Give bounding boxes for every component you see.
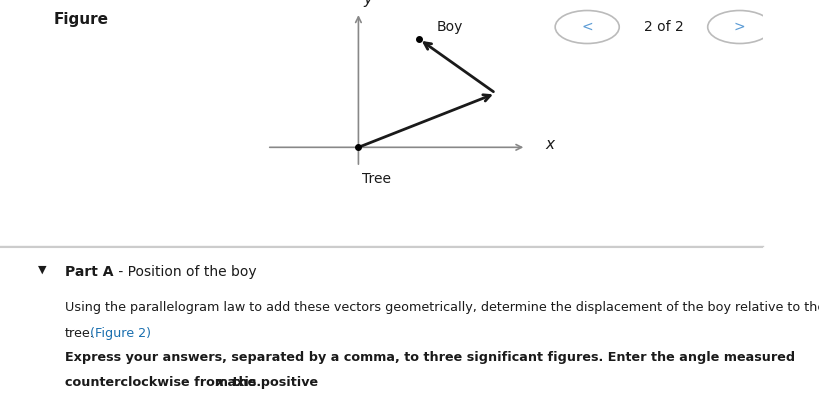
Text: Part A: Part A bbox=[65, 265, 113, 279]
Text: <: < bbox=[581, 20, 592, 34]
Text: ▼: ▼ bbox=[38, 265, 47, 275]
Text: Express your answers, separated by a comma, to three significant figures. Enter : Express your answers, separated by a com… bbox=[65, 351, 794, 364]
Text: x: x bbox=[545, 137, 554, 152]
Text: >: > bbox=[733, 20, 744, 34]
Text: - Position of the boy: - Position of the boy bbox=[115, 265, 256, 279]
Text: axis.: axis. bbox=[223, 377, 261, 389]
Text: Figure: Figure bbox=[53, 12, 108, 27]
Text: (Figure 2): (Figure 2) bbox=[90, 327, 151, 340]
Text: counterclockwise from the positive: counterclockwise from the positive bbox=[65, 377, 322, 389]
Text: Tree: Tree bbox=[362, 172, 391, 186]
Text: tree.: tree. bbox=[65, 327, 94, 340]
Text: Using the parallelogram law to add these vectors geometrically, determine the di: Using the parallelogram law to add these… bbox=[65, 301, 819, 314]
Text: Boy: Boy bbox=[436, 20, 462, 34]
Text: y: y bbox=[363, 0, 372, 8]
Text: x: x bbox=[215, 377, 224, 389]
Text: 2 of 2: 2 of 2 bbox=[643, 20, 682, 34]
